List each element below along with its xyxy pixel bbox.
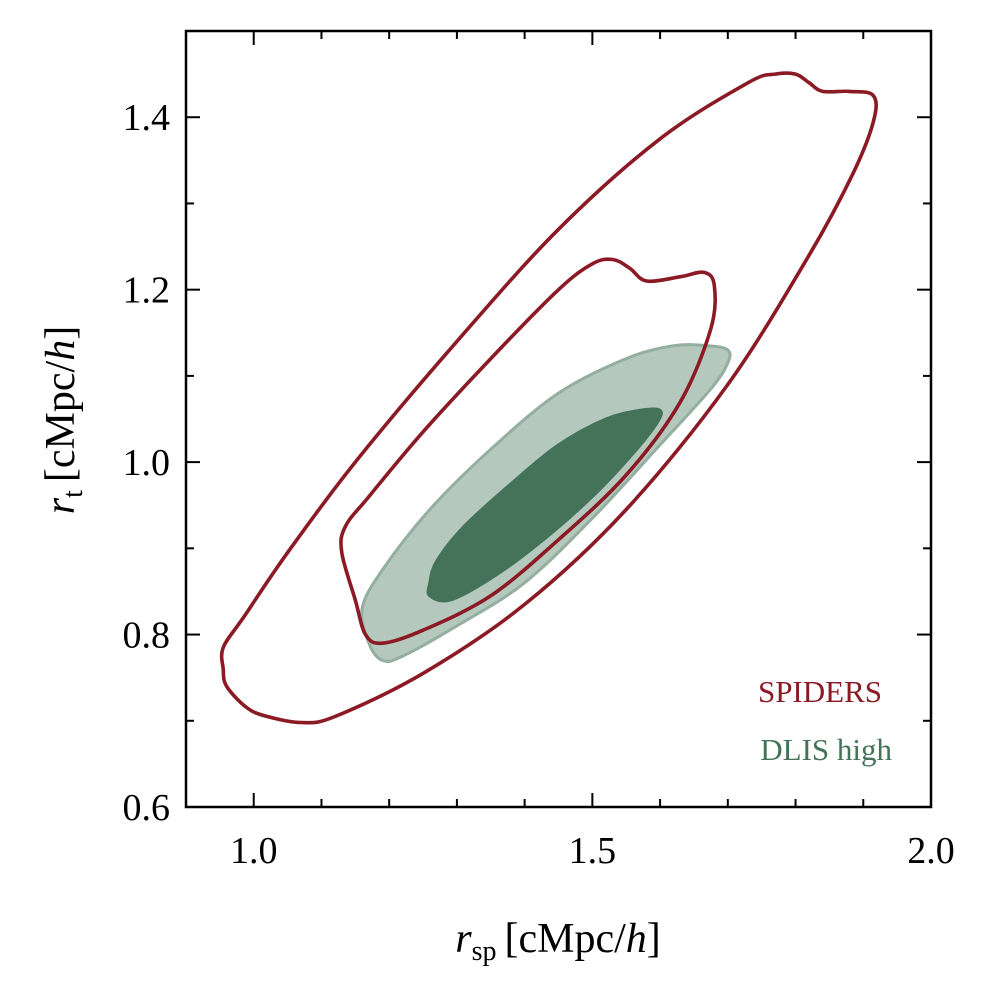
plot-area [219, 71, 878, 725]
x-tick-label: 2.0 [907, 830, 955, 872]
y-tick-label: 1.2 [123, 270, 171, 312]
dlis-high-contour-68 [426, 407, 663, 603]
axis-ticks [186, 31, 932, 808]
y-tick-label: 1.0 [123, 442, 171, 484]
spiders-contour-68 [339, 257, 717, 646]
y-tick-label: 1.4 [123, 97, 171, 139]
legend-entry-spiders: SPIDERS [758, 674, 882, 709]
tick-labels: 1.0 1.5 2.0 0.6 0.8 1.0 1.2 1.4 [123, 97, 955, 872]
x-tick-label: 1.0 [230, 830, 278, 872]
y-tick-label: 0.6 [123, 787, 171, 829]
spiders-contour-95 [219, 71, 878, 725]
axes-frame [184, 29, 933, 809]
x-axis-label: rsp [cMpc/h] [455, 916, 661, 967]
y-tick-label: 0.8 [123, 615, 171, 657]
legend-entry-dlis-high: DLIS high [760, 732, 892, 767]
y-axis-label: rt[cMpc/h] [38, 326, 89, 514]
x-tick-label: 1.5 [569, 830, 617, 872]
